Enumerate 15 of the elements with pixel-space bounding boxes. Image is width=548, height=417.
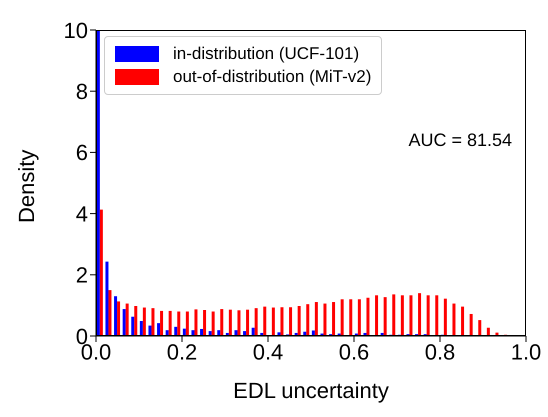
y-tick-label: 6 (76, 140, 88, 166)
y-tick-label: 2 (76, 262, 88, 288)
y-tick-label: 8 (76, 79, 88, 104)
x-tick-label: 0.6 (338, 340, 370, 365)
annotation: AUC = 81.54 (408, 130, 512, 151)
legend-label: out-of-distribution (MiT-v2) (173, 67, 372, 87)
x-tick-label: 0.4 (252, 340, 284, 365)
x-tick-label: 0.2 (166, 340, 198, 365)
x-tick-label: 1.0 (510, 340, 542, 365)
y-axis-title: Density (14, 150, 39, 223)
x-tick-label: 0.8 (424, 340, 456, 365)
x-axis-title: EDL uncertainty (233, 378, 389, 403)
legend-label: in-distribution (UCF-101) (173, 44, 360, 64)
y-tick-label: 10 (64, 18, 88, 43)
y-tick-label: 4 (76, 201, 88, 226)
